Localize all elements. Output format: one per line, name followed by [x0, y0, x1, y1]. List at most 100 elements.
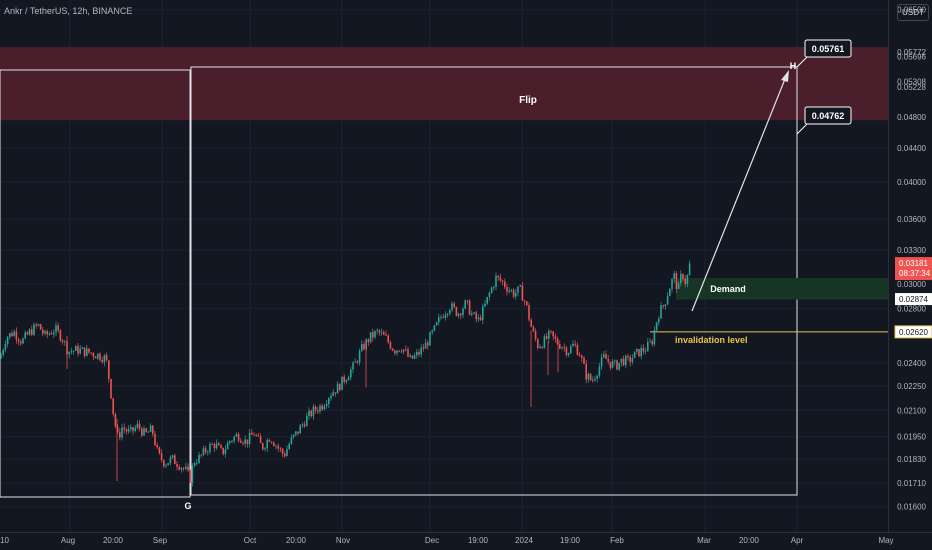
candle-body	[394, 350, 396, 354]
candle-body	[376, 330, 378, 332]
candle-body	[317, 410, 319, 412]
price-tick-label: 0.03000	[897, 280, 926, 289]
candle-body	[649, 341, 651, 343]
price-tick-label: 0.05308	[897, 78, 926, 87]
price-tick-label: 0.03600	[897, 215, 926, 224]
candle-body	[422, 347, 425, 349]
candle-body	[559, 344, 561, 349]
candle-body	[356, 361, 359, 363]
candle-body	[268, 440, 271, 442]
time-tick-label: 20:00	[103, 536, 124, 545]
candle-body	[506, 287, 508, 292]
candle-body	[17, 339, 20, 342]
candle-body	[11, 333, 13, 337]
candle-body	[589, 374, 592, 381]
candle-body	[677, 283, 680, 290]
candle-body	[169, 457, 172, 464]
candle-body	[387, 335, 389, 343]
candle-body	[574, 343, 576, 345]
candle-body	[455, 306, 458, 316]
candle-body	[200, 454, 202, 456]
candle-body	[578, 354, 581, 357]
candle-body	[647, 341, 649, 352]
candle-body	[240, 440, 242, 443]
candle-body	[158, 447, 161, 454]
candle-body	[561, 347, 563, 349]
candle-body	[15, 331, 18, 340]
candle-body	[468, 300, 471, 315]
price-tick-label: 0.02400	[897, 359, 926, 368]
candle-body	[310, 410, 312, 417]
currency-button[interactable]: USDT	[897, 4, 929, 21]
candle-body	[114, 414, 117, 427]
candle-body	[482, 306, 484, 320]
price-tick-label: 0.05696	[897, 53, 926, 62]
candle-body	[515, 292, 517, 297]
candle-body	[147, 431, 150, 433]
candle-body	[220, 445, 222, 448]
candle-body	[374, 331, 376, 338]
candle-body	[486, 296, 488, 304]
candle-body	[508, 290, 510, 292]
candle-body	[526, 301, 528, 306]
candle-body	[110, 378, 112, 399]
candle-body	[209, 444, 211, 452]
candle-body	[257, 435, 260, 437]
candle-body	[336, 383, 339, 394]
candle-body	[385, 334, 387, 336]
candle-body	[312, 406, 315, 417]
demand-price-text: 0.02874	[899, 295, 928, 304]
candle-body	[530, 319, 532, 328]
candle-body	[475, 312, 477, 320]
candle-body	[299, 425, 301, 434]
candle-body	[204, 448, 207, 453]
candle-body	[495, 275, 497, 288]
candle-body	[343, 376, 345, 382]
time-tick-label: Dec	[425, 536, 439, 545]
candle-body	[301, 424, 304, 426]
candle-body	[576, 344, 579, 355]
candle-body	[136, 423, 139, 428]
candle-body	[79, 348, 81, 354]
candle-body	[424, 342, 427, 349]
candle-body	[398, 350, 400, 352]
price-tick-label: 0.02250	[897, 382, 926, 391]
price-tick-label: 0.06500	[897, 6, 926, 15]
candle-body	[396, 350, 398, 354]
candle-body	[141, 428, 143, 436]
candle-body	[347, 377, 350, 381]
candle-body	[233, 436, 235, 441]
candle-body	[369, 332, 372, 343]
candle-body	[64, 341, 66, 343]
candle-body	[552, 331, 554, 337]
candle-body	[198, 454, 200, 463]
candle-body	[534, 331, 537, 340]
candle-body	[266, 440, 268, 449]
candle-body	[81, 347, 84, 349]
candle-body	[625, 355, 627, 366]
candle-body	[537, 339, 539, 348]
candle-body	[332, 392, 334, 396]
time-tick-label: 19:00	[560, 536, 581, 545]
candle-body	[248, 432, 251, 445]
candle-body	[191, 465, 194, 483]
candle-body	[290, 437, 293, 444]
candle-body	[510, 290, 513, 291]
candle-body	[33, 324, 35, 335]
time-tick-label: Sep	[153, 536, 168, 545]
candle-body	[297, 431, 299, 434]
candle-body	[636, 349, 638, 352]
candle-body	[532, 327, 535, 332]
candle-body	[237, 434, 240, 441]
candle-body	[664, 304, 667, 307]
candle-body	[207, 451, 209, 453]
candle-body	[26, 332, 29, 335]
price-tick-label: 0.02800	[897, 304, 926, 313]
candle-body	[402, 349, 405, 352]
callout-high-text: 0.05761	[812, 44, 845, 54]
candle-body	[570, 346, 572, 354]
candle-body	[596, 375, 598, 379]
